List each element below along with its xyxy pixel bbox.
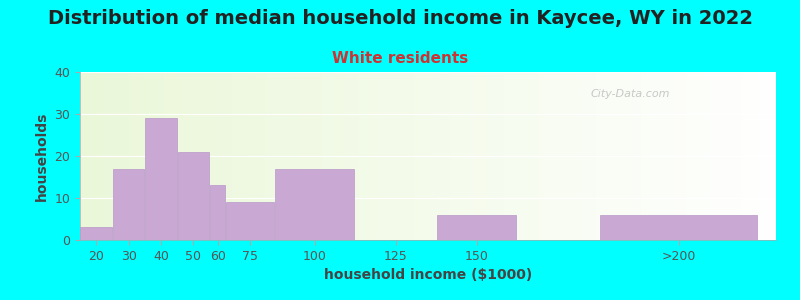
Bar: [438, 215, 516, 240]
Text: City-Data.com: City-Data.com: [590, 89, 670, 99]
Text: Distribution of median household income in Kaycee, WY in 2022: Distribution of median household income …: [47, 9, 753, 28]
Bar: [178, 152, 209, 240]
Bar: [275, 169, 354, 240]
Bar: [81, 227, 112, 240]
Bar: [113, 169, 144, 240]
Bar: [146, 118, 177, 240]
X-axis label: household income ($1000): household income ($1000): [324, 268, 532, 282]
Bar: [210, 185, 226, 240]
Text: White residents: White residents: [332, 51, 468, 66]
Bar: [226, 202, 274, 240]
Bar: [600, 215, 758, 240]
Y-axis label: households: households: [35, 111, 49, 201]
